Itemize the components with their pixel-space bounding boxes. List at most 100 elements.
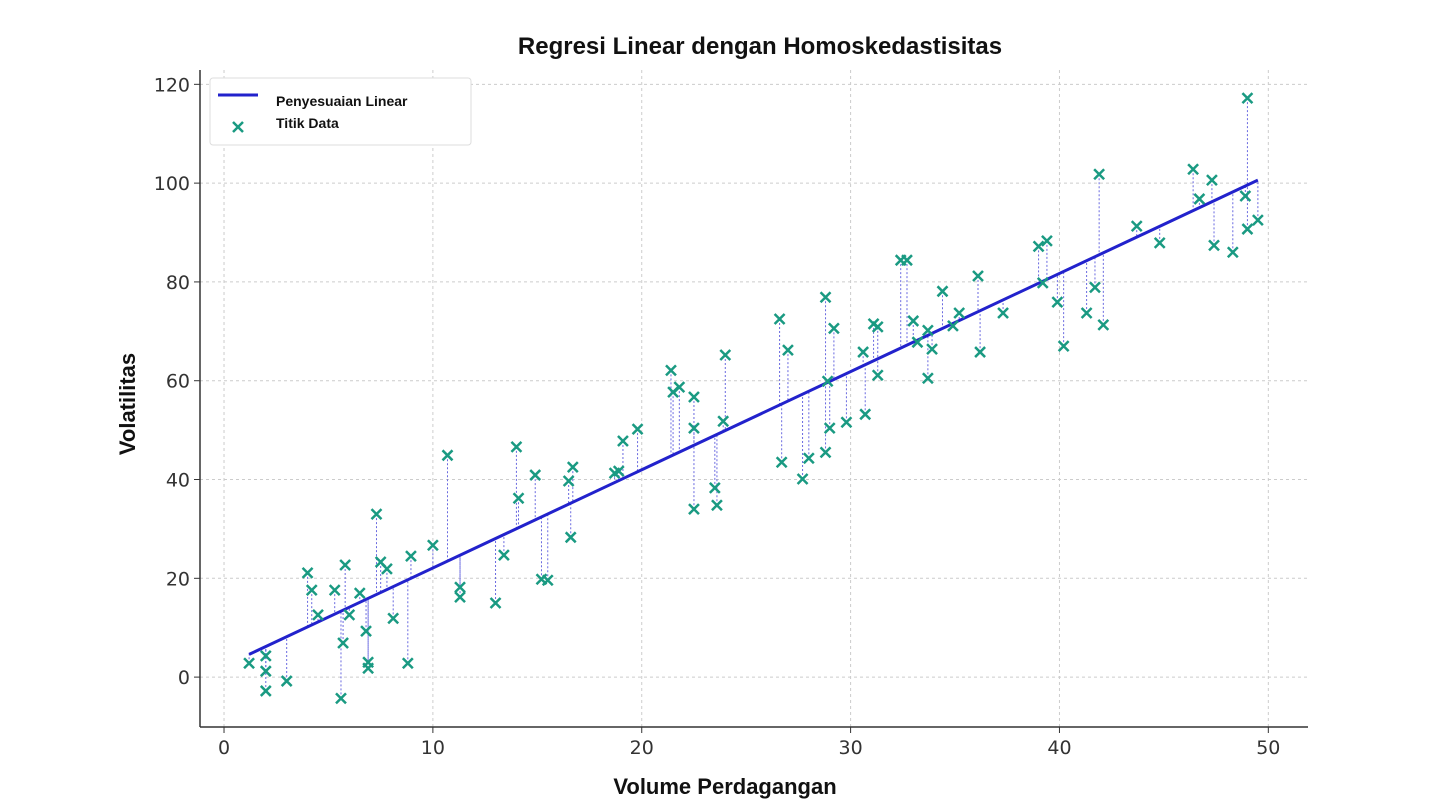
data-point [859,408,872,421]
data-point [405,550,417,562]
data-points [243,92,1264,705]
data-point [1208,239,1220,252]
data-point [1241,223,1254,235]
data-point [921,372,934,385]
data-point [673,381,686,394]
data-point [441,449,454,462]
x-tick-label: 40 [1047,737,1071,759]
data-point [819,291,832,304]
data-point [719,349,732,361]
data-point [541,574,554,587]
data-point [454,581,466,594]
data-point [1187,163,1200,176]
data-point [947,320,959,332]
data-point [426,539,439,552]
data-point [802,452,815,465]
x-tick-label: 0 [218,737,230,759]
data-point [301,566,314,579]
data-point [901,254,913,267]
data-point [305,584,318,597]
y-tick-label: 120 [154,74,190,96]
data-point [259,665,272,678]
data-point [921,324,934,337]
data-point [782,344,794,356]
data-point [717,415,730,428]
data-point [1130,220,1143,232]
data-point [1032,240,1045,253]
data-point [1251,214,1264,227]
data-point [259,649,272,662]
data-point [1093,168,1106,181]
data-point [312,608,324,621]
data-point [819,446,832,459]
x-tick-label: 30 [839,737,863,759]
data-point [566,461,579,474]
y-axis-label: Volatilitas [115,353,140,455]
data-point [1153,237,1166,249]
data-point [1206,174,1218,187]
x-axis-label: Volume Perdagangan [613,774,836,799]
data-point [828,322,840,335]
data-point [335,692,347,705]
x-tick-label: 50 [1256,737,1280,759]
y-tick-label: 80 [166,272,190,294]
data-point [1226,246,1239,259]
data-point [529,469,542,481]
x-tick-label: 20 [630,737,654,759]
data-point [564,531,577,544]
data-point [857,346,870,358]
data-point [665,364,677,377]
data-point [1193,193,1206,205]
data-point [997,307,1009,319]
data-point [353,587,366,600]
y-tick-label: 100 [154,173,190,195]
data-point [612,465,625,477]
data-point [926,343,938,355]
data-point [387,612,400,625]
data-point [775,456,788,469]
data-point [974,346,986,358]
data-point [259,685,272,697]
data-point [972,270,984,282]
data-point [370,508,383,520]
data-point [1097,319,1110,331]
data-point [243,657,255,670]
chart-title: Regresi Linear dengan Homoskedastisitas [518,33,1002,60]
data-point [953,307,966,319]
legend: Penyesuaian Linear Titik Data [209,77,472,146]
data-point [381,563,393,575]
data-point [489,597,502,609]
data-point [907,315,920,327]
fit-line [248,178,1259,656]
y-tick-label: 20 [166,568,190,590]
data-point [328,584,341,597]
data-point [840,416,853,429]
y-tick-label: 60 [166,371,190,393]
data-point [936,285,949,298]
legend-marker-swatch [232,121,244,133]
residual-lines [248,98,1259,699]
legend-label-fit: Penyesuaian Linear [276,93,408,109]
data-point [337,637,349,649]
data-point [360,625,372,638]
data-point [711,499,723,512]
data-point [688,422,700,435]
data-point [1051,296,1064,309]
data-point [631,423,644,436]
data-point [823,422,836,435]
y-tick-label: 0 [178,667,190,689]
x-tick-label: 10 [421,737,445,759]
grid [200,70,1308,727]
data-point [512,492,525,505]
data-point [510,441,523,453]
data-point [454,591,466,603]
data-point [339,559,352,571]
data-point [280,675,293,687]
data-point [498,549,510,561]
data-point [1241,92,1254,105]
data-point [796,473,809,485]
data-point [1239,190,1252,202]
data-point [773,313,786,325]
data-point [562,475,575,487]
